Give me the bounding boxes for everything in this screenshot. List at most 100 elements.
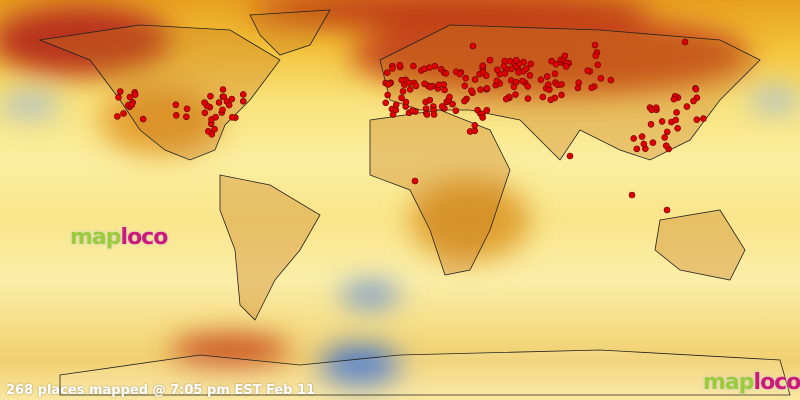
place-marker[interactable] — [592, 52, 600, 60]
place-marker[interactable] — [674, 124, 681, 132]
place-marker[interactable] — [392, 106, 400, 114]
place-marker[interactable] — [431, 62, 439, 70]
place-marker[interactable] — [597, 74, 605, 82]
place-marker[interactable] — [630, 135, 637, 142]
place-marker[interactable] — [692, 85, 700, 93]
place-marker[interactable] — [183, 105, 191, 113]
place-marker[interactable] — [382, 99, 390, 107]
place-marker[interactable] — [500, 63, 508, 70]
place-marker[interactable] — [396, 61, 404, 69]
place-marker[interactable] — [398, 76, 406, 84]
place-marker[interactable] — [628, 191, 636, 199]
place-marker[interactable] — [683, 103, 691, 110]
place-marker[interactable] — [220, 93, 228, 101]
place-marker[interactable] — [588, 84, 595, 92]
place-marker[interactable] — [545, 81, 552, 88]
place-marker[interactable] — [663, 206, 671, 214]
place-marker[interactable] — [219, 106, 226, 114]
place-marker[interactable] — [131, 91, 139, 99]
place-marker[interactable] — [479, 62, 487, 69]
place-marker[interactable] — [462, 74, 469, 82]
place-marker[interactable] — [212, 113, 219, 121]
place-marker[interactable] — [412, 82, 420, 90]
place-marker[interactable] — [690, 97, 697, 105]
place-marker[interactable] — [672, 116, 680, 124]
place-marker[interactable] — [477, 86, 484, 93]
place-marker[interactable] — [469, 42, 477, 50]
place-marker[interactable] — [502, 95, 510, 103]
place-marker[interactable] — [524, 83, 532, 90]
place-marker[interactable] — [537, 76, 545, 83]
place-marker[interactable] — [435, 81, 443, 89]
place-marker[interactable] — [558, 91, 565, 99]
place-marker[interactable] — [673, 109, 680, 116]
place-marker[interactable] — [430, 111, 438, 118]
place-marker[interactable] — [543, 73, 551, 80]
place-marker[interactable] — [584, 67, 591, 74]
place-marker[interactable] — [120, 110, 127, 117]
place-marker[interactable] — [471, 122, 479, 129]
place-marker[interactable] — [409, 107, 416, 114]
place-marker[interactable] — [519, 77, 526, 85]
place-marker[interactable] — [493, 77, 501, 85]
place-marker[interactable] — [389, 65, 396, 72]
place-marker[interactable] — [547, 96, 555, 104]
place-marker[interactable] — [681, 38, 689, 46]
place-marker[interactable] — [633, 145, 641, 153]
place-marker[interactable] — [442, 70, 450, 77]
place-marker[interactable] — [449, 100, 456, 108]
place-marker[interactable] — [562, 63, 570, 70]
place-marker[interactable] — [384, 81, 392, 88]
place-marker[interactable] — [225, 101, 233, 109]
place-marker[interactable] — [239, 97, 247, 105]
place-marker[interactable] — [116, 88, 124, 95]
place-marker[interactable] — [211, 125, 218, 133]
place-marker[interactable] — [471, 127, 479, 135]
place-marker[interactable] — [510, 83, 518, 91]
place-marker[interactable] — [658, 118, 666, 125]
place-marker[interactable] — [483, 106, 491, 114]
place-marker[interactable] — [406, 86, 414, 93]
place-marker[interactable] — [661, 134, 668, 141]
place-marker[interactable] — [446, 93, 453, 101]
place-marker[interactable] — [575, 79, 583, 86]
place-marker[interactable] — [219, 86, 227, 93]
place-marker[interactable] — [383, 69, 391, 77]
place-marker[interactable] — [649, 139, 657, 147]
place-marker[interactable] — [201, 109, 209, 117]
place-marker[interactable] — [402, 98, 410, 106]
place-marker[interactable] — [471, 76, 479, 83]
place-marker[interactable] — [512, 91, 519, 98]
place-marker[interactable] — [486, 56, 494, 64]
place-marker[interactable] — [527, 60, 535, 68]
place-marker[interactable] — [526, 72, 534, 79]
place-marker[interactable] — [558, 81, 565, 88]
maploco-logo-corner[interactable]: maploco — [703, 370, 800, 395]
place-marker[interactable] — [204, 128, 212, 135]
place-marker[interactable] — [561, 52, 569, 60]
place-marker[interactable] — [522, 65, 530, 72]
place-marker[interactable] — [483, 85, 491, 92]
place-marker[interactable] — [183, 113, 190, 121]
place-marker[interactable] — [239, 91, 247, 98]
place-marker[interactable] — [410, 62, 417, 70]
place-marker[interactable] — [515, 69, 522, 76]
place-marker[interactable] — [607, 76, 615, 84]
place-marker[interactable] — [139, 115, 147, 123]
place-marker[interactable] — [399, 88, 407, 95]
place-marker[interactable] — [461, 97, 468, 105]
place-marker[interactable] — [421, 65, 428, 73]
place-marker[interactable] — [700, 115, 707, 122]
place-marker[interactable] — [228, 114, 236, 121]
place-marker[interactable] — [648, 106, 656, 114]
maploco-logo[interactable]: maploco — [70, 225, 168, 250]
place-marker[interactable] — [548, 57, 555, 65]
place-marker[interactable] — [405, 79, 413, 87]
place-marker[interactable] — [494, 66, 501, 74]
place-marker[interactable] — [551, 70, 559, 78]
place-marker[interactable] — [638, 133, 646, 140]
place-marker[interactable] — [512, 56, 520, 64]
place-marker[interactable] — [479, 114, 486, 121]
place-marker[interactable] — [398, 94, 405, 102]
